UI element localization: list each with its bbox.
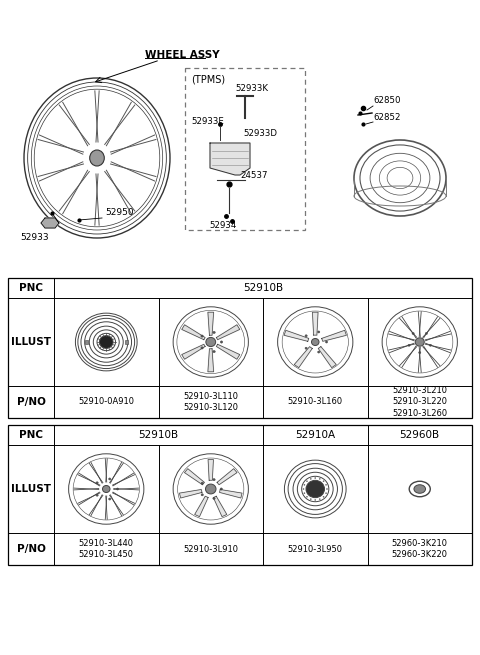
Ellipse shape: [213, 497, 215, 500]
Polygon shape: [41, 218, 59, 228]
Polygon shape: [217, 469, 237, 485]
Ellipse shape: [213, 350, 216, 353]
Ellipse shape: [318, 351, 320, 353]
Polygon shape: [294, 346, 312, 367]
Text: 52910-3L160: 52910-3L160: [288, 398, 343, 407]
Text: ILLUST: ILLUST: [11, 484, 51, 494]
Text: 62852: 62852: [373, 113, 400, 122]
Ellipse shape: [306, 496, 308, 497]
Text: PNC: PNC: [19, 430, 43, 440]
Text: 52910B: 52910B: [243, 283, 283, 293]
Bar: [8, 425, 472, 565]
Ellipse shape: [201, 335, 203, 337]
Ellipse shape: [103, 485, 110, 493]
Ellipse shape: [318, 331, 320, 333]
Text: 52910-3L950: 52910-3L950: [288, 544, 343, 553]
Ellipse shape: [325, 341, 328, 343]
Text: 52910-0A910: 52910-0A910: [78, 398, 134, 407]
Text: ILLUST: ILLUST: [11, 337, 51, 347]
Ellipse shape: [96, 494, 98, 496]
Polygon shape: [184, 469, 204, 485]
Polygon shape: [180, 489, 202, 498]
Ellipse shape: [306, 480, 324, 498]
Polygon shape: [210, 143, 250, 175]
Ellipse shape: [305, 335, 307, 337]
Polygon shape: [216, 345, 240, 359]
Ellipse shape: [220, 488, 222, 490]
Bar: [8, 278, 472, 418]
Text: WHEEL ASSY: WHEEL ASSY: [145, 50, 220, 60]
Ellipse shape: [305, 347, 307, 349]
Text: 52910-3L210
52910-3L220
52910-3L260: 52910-3L210 52910-3L220 52910-3L260: [392, 386, 447, 419]
Ellipse shape: [96, 481, 98, 484]
Text: 62850: 62850: [373, 96, 400, 105]
Text: 52910-3L440
52910-3L450: 52910-3L440 52910-3L450: [79, 538, 134, 559]
Ellipse shape: [419, 352, 421, 354]
Ellipse shape: [312, 339, 319, 346]
Polygon shape: [213, 496, 227, 517]
Text: 52910-3L910: 52910-3L910: [183, 544, 238, 553]
Bar: [185, 68, 305, 230]
Ellipse shape: [408, 345, 410, 346]
Ellipse shape: [220, 341, 223, 343]
Ellipse shape: [201, 482, 204, 484]
Polygon shape: [219, 489, 242, 498]
Bar: [125, 340, 128, 345]
Ellipse shape: [304, 493, 305, 494]
Ellipse shape: [412, 332, 414, 335]
Polygon shape: [182, 325, 205, 340]
Text: 52933K: 52933K: [235, 84, 268, 93]
Text: 52910A: 52910A: [295, 430, 336, 440]
Ellipse shape: [206, 337, 216, 346]
Polygon shape: [195, 496, 208, 517]
Ellipse shape: [310, 478, 312, 479]
Ellipse shape: [117, 488, 119, 490]
Ellipse shape: [325, 484, 326, 485]
Text: (TPMS): (TPMS): [191, 74, 225, 84]
Ellipse shape: [213, 479, 215, 481]
Polygon shape: [284, 330, 309, 341]
Ellipse shape: [108, 498, 111, 500]
Text: 52933: 52933: [21, 233, 49, 242]
Ellipse shape: [415, 338, 424, 346]
Ellipse shape: [325, 493, 326, 494]
Text: 52910B: 52910B: [138, 430, 179, 440]
Polygon shape: [208, 348, 214, 372]
Ellipse shape: [414, 485, 426, 493]
Ellipse shape: [90, 150, 104, 166]
Ellipse shape: [99, 335, 113, 348]
Ellipse shape: [425, 332, 428, 335]
Text: 52960-3K210
52960-3K220: 52960-3K210 52960-3K220: [392, 538, 448, 559]
Polygon shape: [322, 330, 347, 341]
Bar: [84, 340, 88, 345]
Ellipse shape: [201, 494, 204, 496]
Text: 52950: 52950: [105, 208, 133, 217]
Text: P/NO: P/NO: [17, 397, 46, 407]
Ellipse shape: [108, 478, 111, 480]
Polygon shape: [208, 460, 214, 480]
Ellipse shape: [310, 498, 312, 500]
Polygon shape: [318, 346, 336, 367]
Ellipse shape: [323, 496, 324, 497]
Text: 52934: 52934: [209, 221, 237, 230]
Text: P/NO: P/NO: [17, 544, 46, 554]
Text: 52960B: 52960B: [400, 430, 440, 440]
Ellipse shape: [304, 484, 305, 485]
Text: 52910-3L110
52910-3L120: 52910-3L110 52910-3L120: [183, 392, 238, 413]
Ellipse shape: [205, 484, 216, 494]
Text: 52933D: 52933D: [243, 129, 277, 138]
Polygon shape: [312, 312, 318, 335]
Ellipse shape: [319, 498, 320, 500]
Polygon shape: [208, 312, 214, 335]
Ellipse shape: [315, 477, 316, 479]
Text: 52933E: 52933E: [191, 117, 224, 126]
Ellipse shape: [319, 478, 320, 479]
Polygon shape: [216, 325, 240, 340]
Text: 24537: 24537: [240, 171, 267, 180]
Text: PNC: PNC: [19, 283, 43, 293]
Ellipse shape: [201, 346, 203, 349]
Ellipse shape: [213, 331, 216, 333]
Polygon shape: [182, 345, 205, 359]
Ellipse shape: [429, 345, 432, 346]
